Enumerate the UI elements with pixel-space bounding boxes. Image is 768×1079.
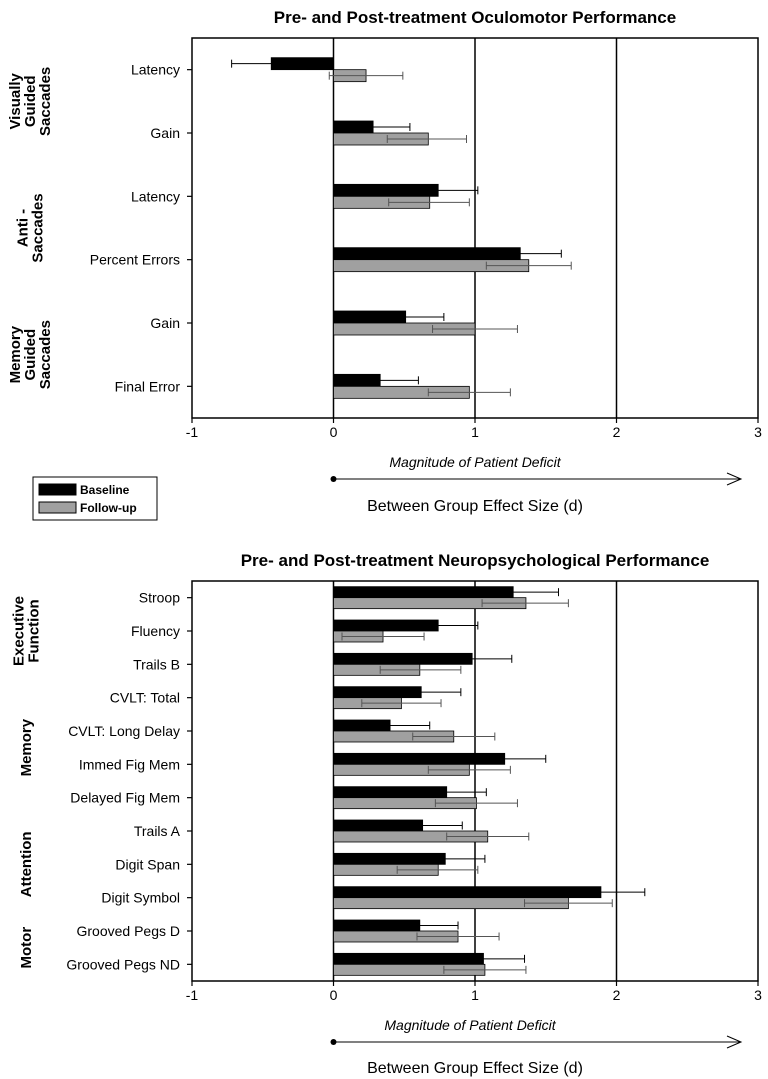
oculo-x-tick-label: 1 bbox=[471, 424, 479, 440]
chart2-arrow-label: Magnitude of Patient Deficit bbox=[384, 1017, 556, 1033]
neuro-category-label: Grooved Pegs ND bbox=[66, 956, 180, 972]
oculo-category-label: Latency bbox=[131, 62, 180, 78]
legend: Baseline Follow-up bbox=[32, 476, 158, 521]
legend-swatch-followup bbox=[38, 501, 77, 514]
neuro-group-label: ExecutiveFunction bbox=[11, 596, 43, 666]
neuro-group-label-line: Executive bbox=[11, 596, 28, 666]
neuro-category-label: Immed Fig Mem bbox=[79, 756, 180, 772]
legend-swatch-baseline bbox=[38, 483, 77, 496]
neuro-group-label-line: Function bbox=[26, 599, 43, 662]
oculo-x-tick-label: -1 bbox=[186, 424, 199, 440]
neuro-group-label-line: Motor bbox=[18, 927, 35, 969]
neuro-x-tick-label: 0 bbox=[330, 987, 338, 1003]
neuro-group-label: Memory bbox=[18, 718, 35, 776]
oculo-category-label: Percent Errors bbox=[90, 252, 180, 268]
oculo-group-label: MemoryGuidedSaccades bbox=[7, 320, 54, 389]
chart-oculomotor: -1 0 1 2 3 Latency Gain Latency Percent Errors Ga… bbox=[7, 37, 762, 486]
neuro-category-label: Grooved Pegs D bbox=[77, 923, 181, 939]
chart2-x-axis-label: Between Group Effect Size (d) bbox=[367, 1060, 583, 1077]
neuro-category-label: Digit Span bbox=[115, 856, 180, 872]
neuro-category-label: Trails B bbox=[133, 656, 180, 672]
neuro-category-label: CVLT: Total bbox=[110, 690, 180, 706]
oculo-x-tick-label: 2 bbox=[613, 424, 621, 440]
neuro-x-tick-label: 2 bbox=[613, 987, 621, 1003]
chart1-x-axis-label: Between Group Effect Size (d) bbox=[367, 498, 583, 515]
legend-label-baseline: Baseline bbox=[80, 483, 130, 497]
oculo-group-label: Anti -Saccades bbox=[15, 193, 47, 262]
neuro-x-tick-label: -1 bbox=[186, 987, 199, 1003]
oculo-category-label: Gain bbox=[150, 315, 180, 331]
oculo-group-label-line: Saccades bbox=[37, 67, 54, 136]
neuro-x-tick-label: 3 bbox=[754, 987, 762, 1003]
oculo-group-label-line: Guided bbox=[22, 75, 39, 127]
neuro-group-label: Attention bbox=[18, 831, 35, 897]
oculo-group-label-line: Saccades bbox=[37, 320, 54, 389]
neuro-category-label: Delayed Fig Mem bbox=[70, 790, 180, 806]
oculo-category-label: Final Error bbox=[115, 378, 181, 394]
neuro-deficit-arrowhead bbox=[726, 1035, 743, 1049]
chart2-title: Pre- and Post-treatment Neuropsychologic… bbox=[241, 551, 710, 570]
oculo-group-label-line: Anti - bbox=[15, 209, 32, 247]
neuro-category-label: Stroop bbox=[139, 590, 180, 606]
oculo-category-label: Latency bbox=[131, 188, 180, 204]
oculo-category-label: Gain bbox=[150, 125, 180, 141]
chart1-arrow-label: Magnitude of Patient Deficit bbox=[389, 454, 561, 470]
neuro-x-tick-label: 1 bbox=[471, 987, 479, 1003]
oculo-group-label-line: Guided bbox=[22, 329, 39, 381]
oculo-group-label: VisuallyGuidedSaccades bbox=[7, 67, 54, 136]
neuro-category-label: CVLT: Long Delay bbox=[68, 723, 180, 739]
oculo-group-label-line: Visually bbox=[7, 72, 24, 129]
oculo-deficit-arrowhead bbox=[726, 472, 743, 486]
chart1-title: Pre- and Post-treatment Oculomotor Perfo… bbox=[274, 8, 676, 27]
oculo-group-label-line: Memory bbox=[7, 325, 24, 383]
neuro-group-label: Motor bbox=[18, 927, 35, 969]
neuro-category-label: Digit Symbol bbox=[101, 890, 180, 906]
chart-neuropsych: -1 0 1 2 3 Stroop Fluency Trails B CVLT: Total CV… bbox=[11, 580, 762, 1049]
neuro-category-label: Trails A bbox=[134, 823, 181, 839]
oculo-x-tick-label: 3 bbox=[754, 424, 762, 440]
neuro-category-label: Fluency bbox=[131, 623, 180, 639]
neuro-group-label-line: Memory bbox=[18, 718, 35, 776]
neuro-group-label-line: Attention bbox=[18, 831, 35, 897]
oculo-x-tick-label: 0 bbox=[330, 424, 338, 440]
oculo-group-label-line: Saccades bbox=[30, 193, 47, 262]
legend-label-followup: Follow-up bbox=[80, 501, 137, 515]
